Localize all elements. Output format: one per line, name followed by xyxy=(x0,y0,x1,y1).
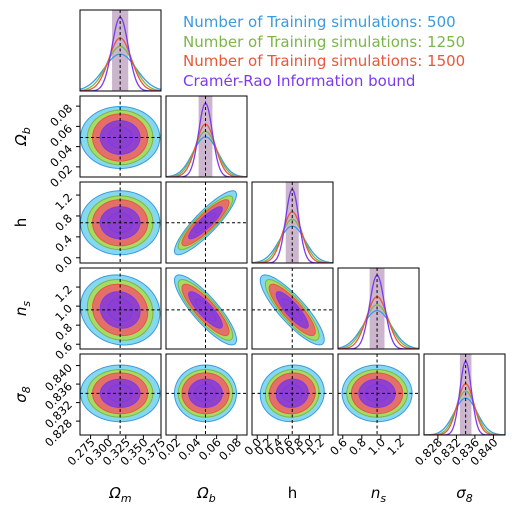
pdf-curve xyxy=(252,218,333,263)
panel-frame xyxy=(423,353,506,436)
x-axis-label-h: h xyxy=(288,484,298,502)
pdf-curve xyxy=(424,360,505,435)
panel-frame xyxy=(165,267,248,350)
y-axis-label-σ8: σ8 xyxy=(12,386,33,403)
pdf-curve xyxy=(338,296,419,349)
y-axis-label-ns: ns xyxy=(12,301,33,317)
x-axis-label-Ωm: Ωm xyxy=(108,484,131,505)
x-tick-label: 1.2 xyxy=(384,435,407,458)
panel-frame xyxy=(251,353,334,436)
panel-σ8-vs-h xyxy=(251,353,334,436)
legend-entry: Number of Training simulations: 1250 xyxy=(183,32,466,51)
panel-ns-vs-h xyxy=(251,267,334,350)
x-axis-label-Ωb: Ωb xyxy=(196,484,215,505)
panel-frame xyxy=(79,9,162,92)
panel-h-vs-Ωb xyxy=(165,181,248,264)
legend: Number of Training simulations: 500 Numbe… xyxy=(183,13,465,91)
y-tick-label: 1.0 xyxy=(52,301,75,324)
panel-frame xyxy=(79,353,162,436)
panel-frame xyxy=(165,353,248,436)
y-axis-label-h: h xyxy=(12,218,30,228)
y-tick-label: 0.08 xyxy=(47,101,75,129)
panel-frame xyxy=(79,267,162,350)
y-tick-label: 0.06 xyxy=(47,122,75,150)
y-tick-label: 0.04 xyxy=(47,142,75,170)
panel-frame xyxy=(337,267,420,350)
panel-frame xyxy=(251,267,334,350)
diagonal-panel-Ωm xyxy=(79,9,162,92)
diagonal-panel-h xyxy=(251,181,334,264)
panel-frame xyxy=(79,181,162,264)
y-tick-label: 0.0 xyxy=(52,253,75,276)
panel-frame xyxy=(251,181,334,264)
panel-frame xyxy=(165,181,248,264)
pdf-curve xyxy=(338,304,419,349)
y-axis-label-Ωb: Ωb xyxy=(12,127,33,146)
legend-entry: Number of Training simulations: 500 xyxy=(183,13,456,31)
panel-σ8-vs-Ωb xyxy=(165,353,248,436)
pdf-curve xyxy=(166,130,247,177)
panel-ns-vs-Ωb xyxy=(165,267,248,350)
panel-σ8-vs-ns xyxy=(337,353,420,436)
pdf-curve xyxy=(166,123,247,177)
diagonal-panel-ns xyxy=(337,267,420,350)
y-tick-label: 1.2 xyxy=(52,190,75,213)
panel-frame xyxy=(337,353,420,436)
y-tick-label: 0.8 xyxy=(52,211,75,234)
y-tick-label: 0.6 xyxy=(52,339,75,362)
x-axis-label-σ8: σ8 xyxy=(456,484,473,505)
legend-entry: Number of Training simulations: 1500 xyxy=(183,52,466,70)
pdf-curve xyxy=(424,397,505,435)
panel-Ωb-vs-Ωm xyxy=(79,95,162,178)
panel-frame xyxy=(165,95,248,178)
pdf-curve xyxy=(338,310,419,349)
y-tick-label: 0.4 xyxy=(52,232,75,255)
pdf-curve xyxy=(166,136,247,177)
panel-h-vs-Ωm xyxy=(79,181,162,264)
panel-frame xyxy=(79,95,162,178)
x-axis-label-ns: ns xyxy=(371,484,387,505)
diagonal-panel-σ8 xyxy=(423,353,506,436)
y-tick-label: 0.02 xyxy=(47,162,75,190)
legend-entry: Cramér-Rao Information bound xyxy=(183,71,416,90)
x-tick-label: 0.08 xyxy=(216,435,244,463)
y-tick-label: 1.2 xyxy=(52,282,75,305)
panel-ns-vs-Ωm xyxy=(79,267,162,350)
y-tick-label: 0.8 xyxy=(52,320,75,343)
pdf-curve xyxy=(80,45,161,91)
diagonal-panel-Ωb xyxy=(165,95,248,178)
panel-σ8-vs-Ωm xyxy=(79,353,162,436)
